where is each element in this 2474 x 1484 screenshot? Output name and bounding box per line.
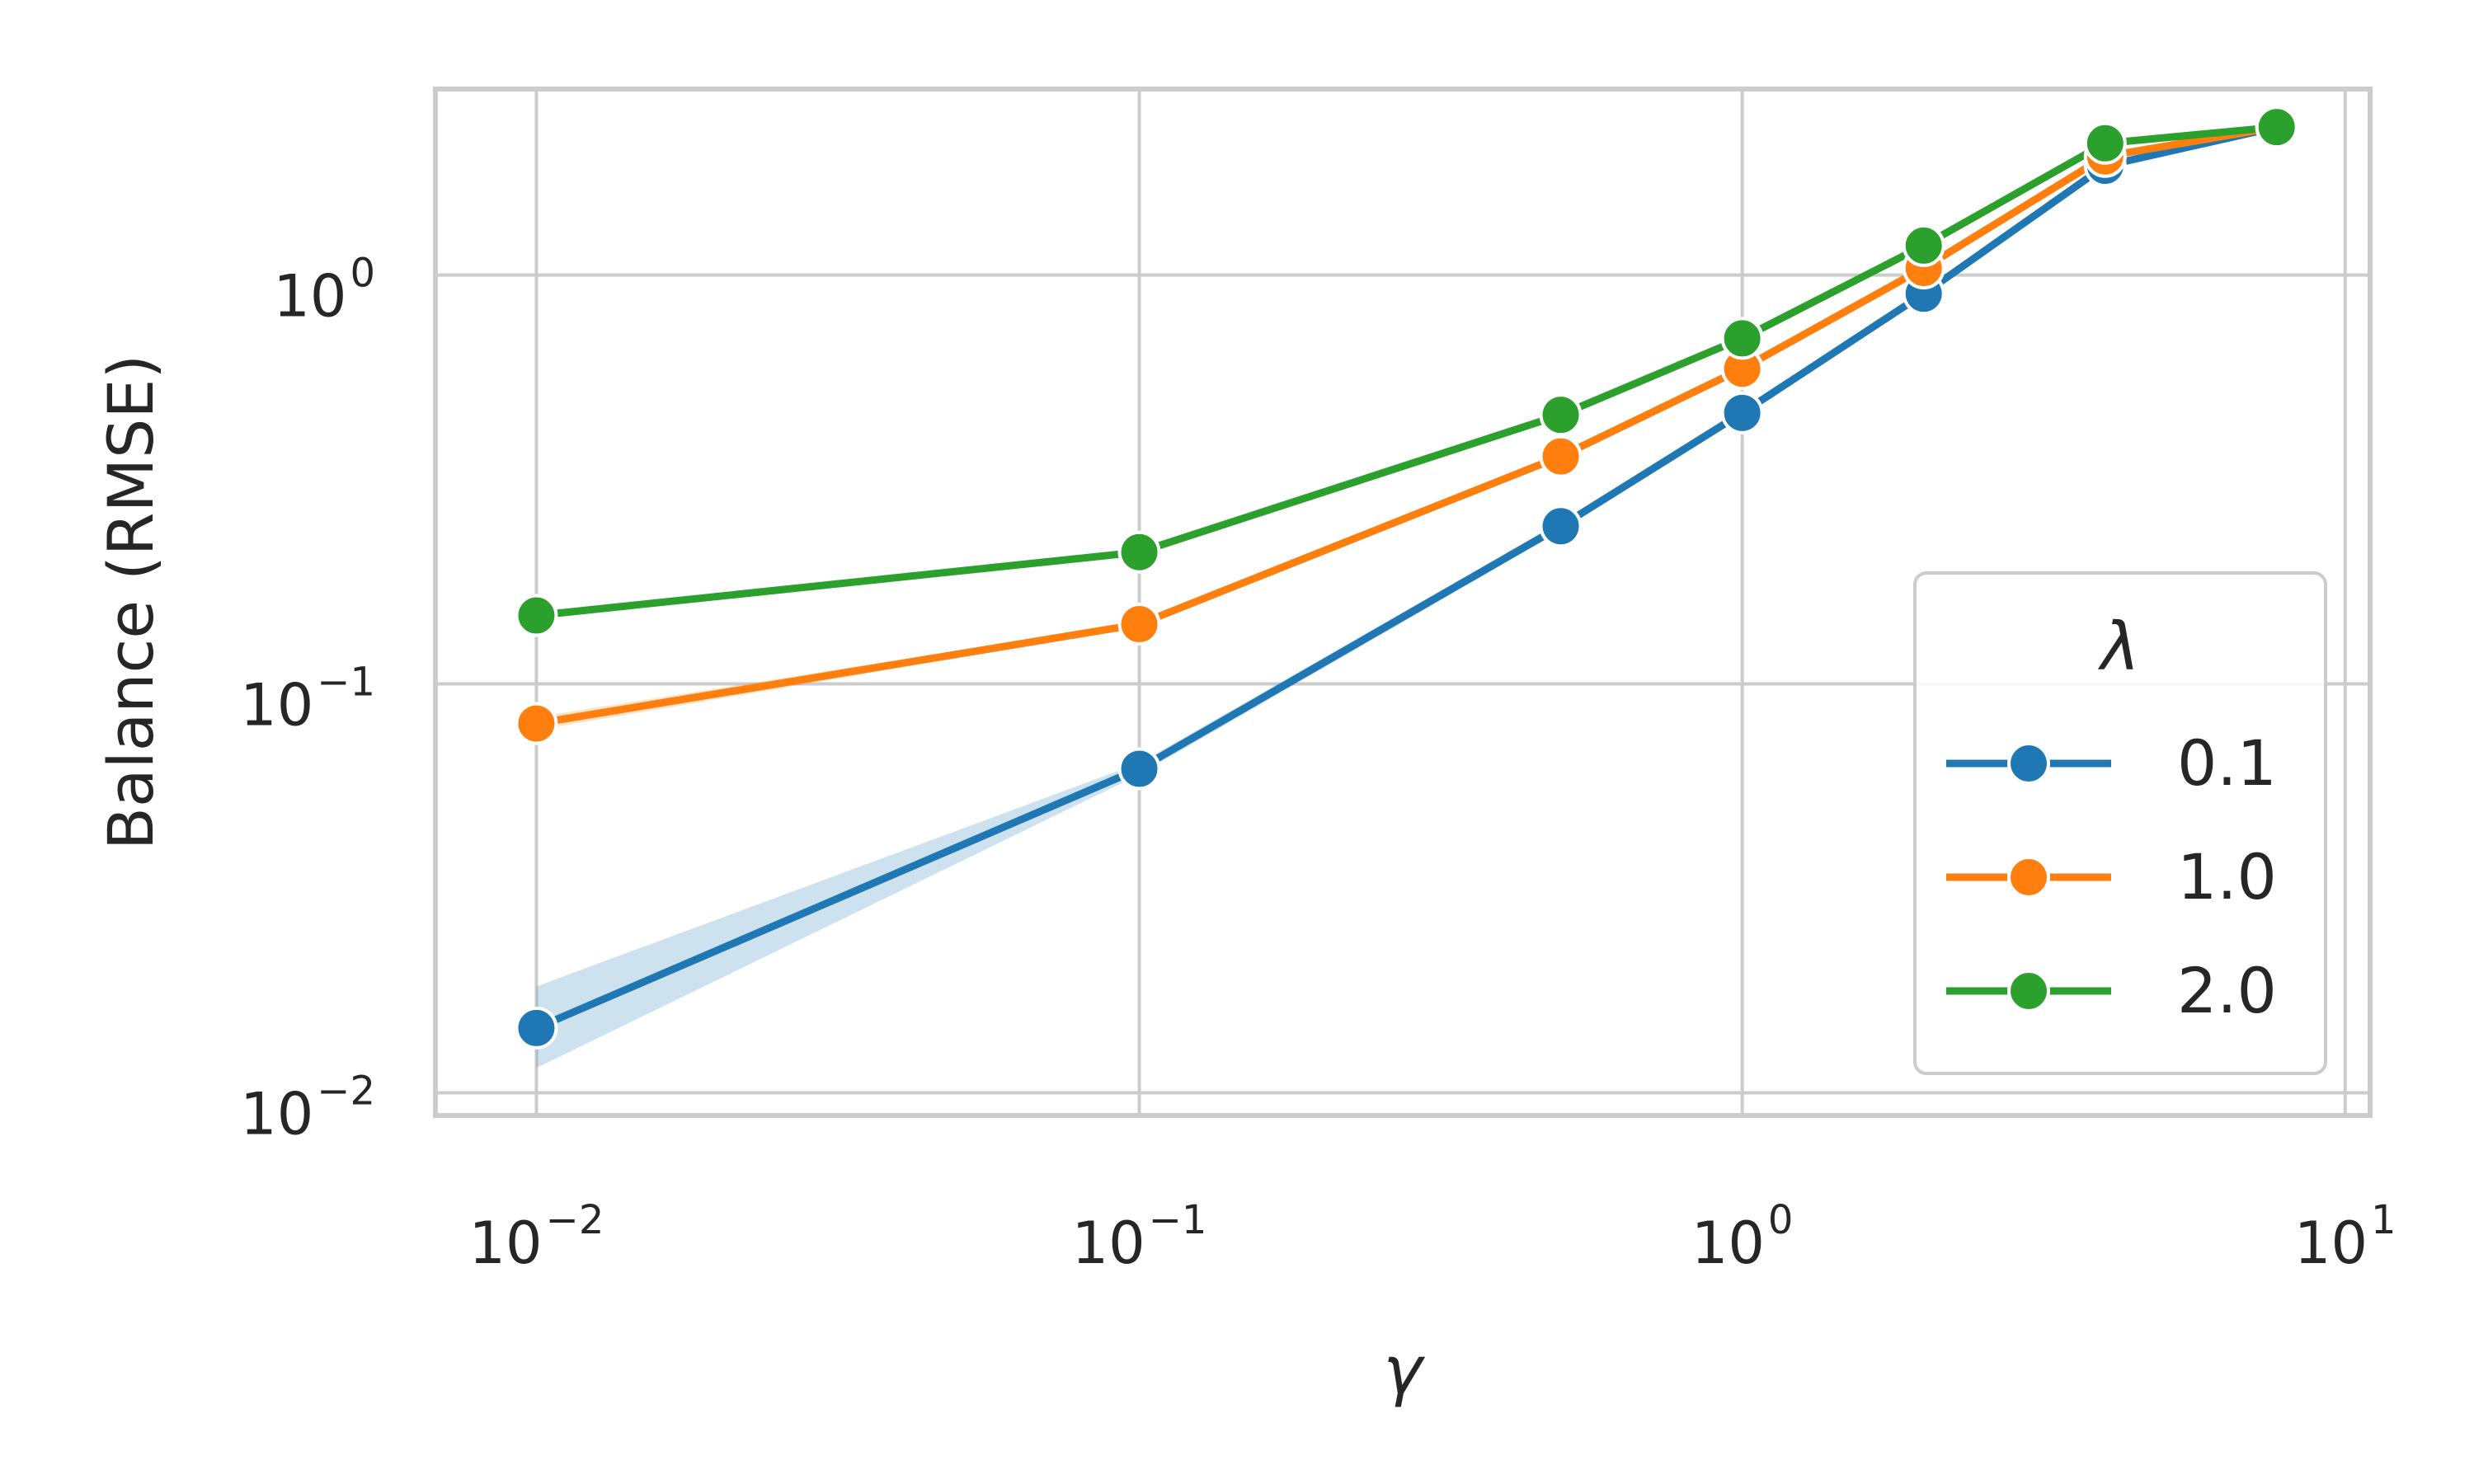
legend-item-2.0: 2.0: [1946, 954, 2277, 1027]
legend-swatch-marker: [2007, 742, 2050, 785]
x-axis-label: γ: [1383, 1332, 1425, 1409]
series-1.0-point: [1117, 603, 1161, 646]
x-tick-label: 10−2: [469, 1197, 604, 1277]
series-2.0-point: [1117, 530, 1161, 574]
legend-label: 2.0: [2177, 954, 2277, 1027]
x-tick-label: 101: [2294, 1197, 2396, 1277]
series-0.1-band: [536, 125, 2277, 1068]
y-tick-labels: 10−2 10−1 100: [240, 251, 375, 1148]
series-2.0-point: [1539, 393, 1583, 437]
legend-box: [1913, 571, 2327, 1075]
confidence-bands: [536, 125, 2277, 1068]
legend-label: 1.0: [2177, 840, 2277, 913]
series-1.0-point: [515, 702, 558, 745]
series-2.0-point: [2255, 106, 2298, 149]
legend-swatch-marker: [2007, 970, 2050, 1012]
series-0.1-point: [1720, 391, 1764, 434]
x-tick-labels: 10−2 10−1 100 101: [469, 1197, 2396, 1277]
y-tick-label: 10−2: [240, 1068, 375, 1148]
plot-frame: [433, 87, 2373, 1118]
legend-items: 0.1 1.0 2.0: [1946, 726, 2277, 1027]
y-axis-label: Balance (RMSE): [94, 355, 167, 850]
series-2.0-point: [515, 594, 558, 637]
y-tick-label: 10−1: [240, 660, 375, 740]
legend-label: 0.1: [2177, 726, 2277, 800]
x-tick-label: 100: [1691, 1197, 1794, 1277]
legend-item-0.1: 0.1: [1946, 726, 2277, 800]
y-tick-label: 100: [273, 251, 375, 331]
legend-item-1.0: 1.0: [1946, 840, 2277, 913]
series-1.0-point: [1539, 434, 1583, 478]
series-2.0-point: [1902, 223, 1945, 267]
legend: λ 0.1 1.0 2.0: [1913, 571, 2327, 1075]
series-2.0-point: [1720, 317, 1764, 360]
legend-title: λ: [2097, 608, 2139, 685]
series-0.1-point: [1117, 747, 1161, 791]
series-0.1-point: [515, 1006, 558, 1050]
series-2.0-point: [2083, 121, 2127, 165]
series-0.1-point: [1539, 505, 1583, 548]
legend-swatch-marker: [2007, 856, 2050, 899]
x-tick-label: 10−1: [1072, 1197, 1207, 1277]
series-points: [515, 106, 2298, 1050]
